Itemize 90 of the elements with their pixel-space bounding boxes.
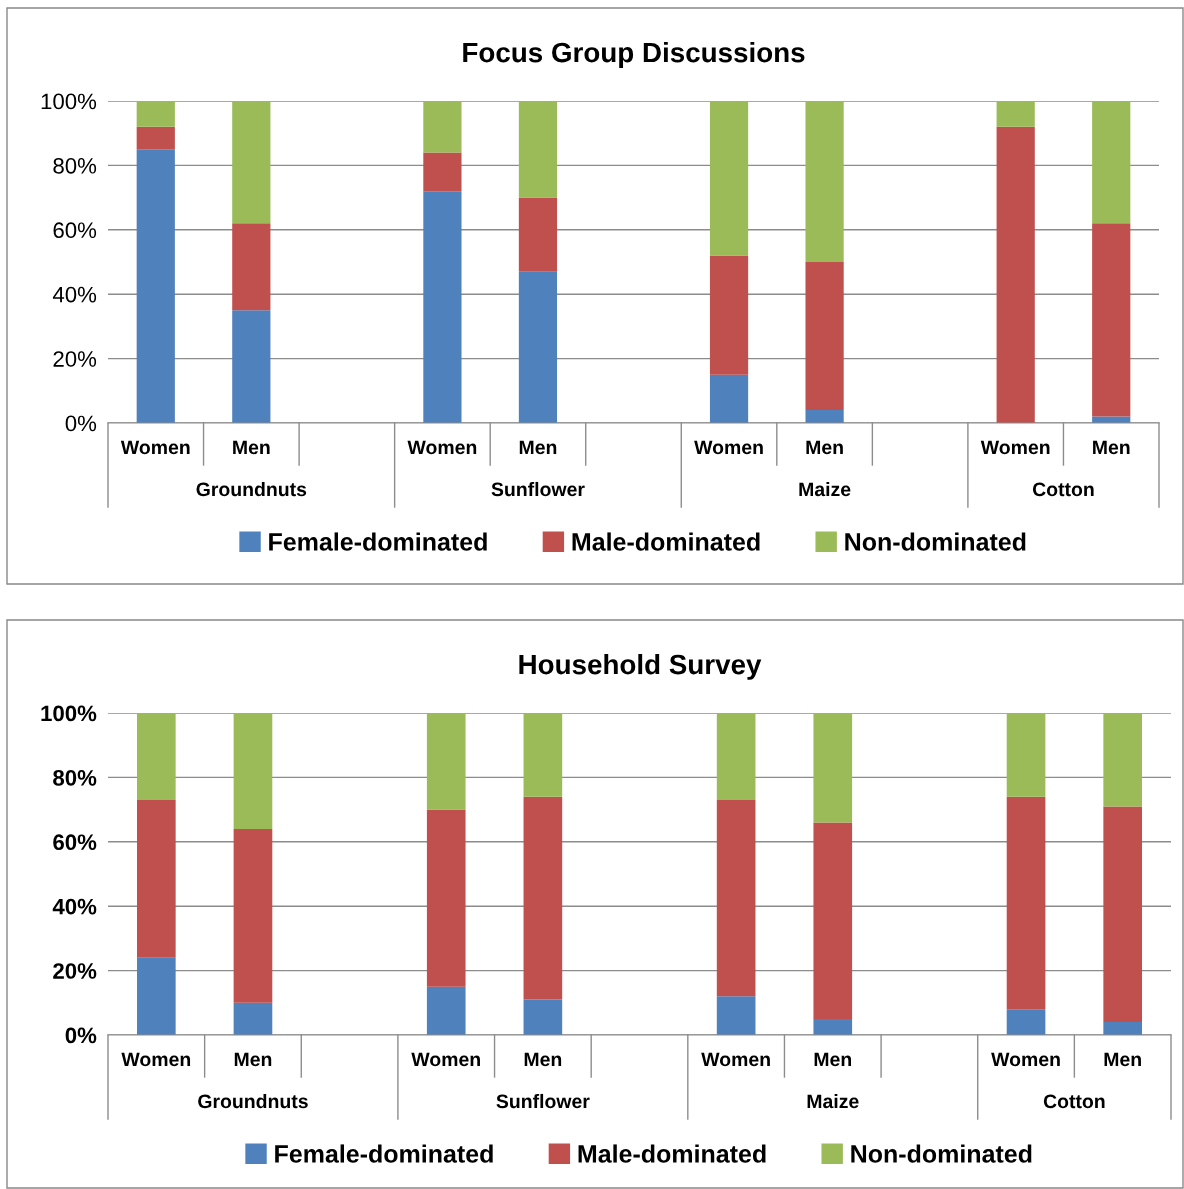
x-tick-label: Men (519, 440, 557, 455)
bar (1092, 223, 1131, 417)
bar (805, 262, 844, 411)
legend-label: Female-dominated (275, 1144, 493, 1163)
bar (233, 1002, 273, 1035)
bar (813, 822, 853, 1019)
bar (1103, 806, 1143, 1023)
bar (423, 152, 462, 192)
bar (996, 126, 1035, 423)
bar (523, 796, 563, 1000)
text: Groundnuts (196, 481, 307, 497)
text: Maize (807, 1093, 859, 1109)
x-tick-label: Men (1093, 440, 1130, 455)
bar (996, 101, 1035, 127)
bar (426, 809, 466, 987)
text: Sunflower (496, 1093, 590, 1109)
bar (136, 713, 176, 800)
legend-label: Male-dominated (578, 1144, 766, 1163)
text: Sunflower (491, 481, 585, 497)
bar (518, 197, 558, 272)
x-tick-label: Men (1104, 1052, 1141, 1067)
x-tick-label: Women (701, 1052, 770, 1067)
bar (426, 713, 466, 810)
bar (232, 223, 271, 311)
bar (1103, 1022, 1143, 1035)
legend-label: Female-dominated (269, 532, 487, 551)
bar (518, 101, 558, 198)
x-tick-label: Men (233, 440, 270, 455)
bar (1092, 101, 1131, 224)
bar (136, 799, 176, 958)
chart-title: Household Survey (519, 653, 762, 680)
bar (426, 986, 466, 1035)
bar (1103, 713, 1143, 807)
bar (1006, 1009, 1046, 1035)
y-tick-label: 20% (53, 963, 97, 979)
y-tick-label: 0% (65, 415, 97, 432)
x-tick-label: Men (806, 440, 843, 455)
bar (716, 996, 756, 1035)
y-tick-label: 40% (52, 286, 97, 303)
x-tick-label: Men (234, 1052, 272, 1067)
bar (233, 828, 273, 1003)
bar (709, 101, 749, 256)
y-tick-label: 20% (53, 351, 97, 367)
x-tick-label: Women (120, 440, 190, 455)
y-tick-label: 0% (65, 1027, 97, 1044)
bar (136, 101, 175, 127)
x-tick-label: Men (524, 1052, 562, 1067)
legend-label: Non-dominated (851, 1144, 1032, 1163)
bar (232, 101, 271, 224)
x-tick-label: Women (411, 1052, 480, 1067)
bar (518, 271, 558, 423)
y-tick-label: 40% (52, 898, 97, 915)
y-tick-label: 80% (53, 157, 97, 174)
bar (709, 374, 749, 423)
bar (709, 255, 749, 375)
bar (523, 713, 563, 797)
x-tick-label: Men (814, 1052, 852, 1067)
x-tick-label: Women (407, 440, 477, 455)
x-tick-label: Women (121, 1052, 191, 1067)
legend-label: Non-dominated (845, 532, 1026, 551)
bar (136, 126, 175, 150)
bar (805, 101, 844, 262)
bar (813, 713, 853, 823)
text: Cotton (1032, 482, 1094, 497)
bar (136, 149, 175, 423)
bar (805, 410, 844, 423)
y-tick-label: 60% (53, 222, 97, 239)
text: Maize (799, 481, 851, 497)
x-tick-label: Women (694, 440, 763, 455)
bar (523, 999, 563, 1035)
bar (136, 957, 176, 1035)
bar (1006, 713, 1046, 797)
chart-title: Focus Group Discussions (463, 41, 805, 68)
bar (423, 101, 462, 153)
y-tick-label: 100% (41, 93, 97, 110)
y-tick-label: 60% (53, 834, 97, 851)
legend-label: Male-dominated (572, 532, 760, 551)
bar (423, 191, 462, 423)
y-tick-label: 100% (41, 705, 97, 722)
bar (716, 799, 756, 997)
x-tick-label: Women (980, 440, 1050, 455)
text: Groundnuts (198, 1093, 308, 1109)
text: Cotton (1043, 1094, 1105, 1109)
bar (232, 310, 271, 423)
bar (233, 713, 273, 829)
bar (1006, 796, 1046, 1010)
bar (813, 1018, 853, 1035)
x-tick-label: Women (991, 1052, 1060, 1067)
bar (716, 713, 756, 800)
y-tick-label: 80% (53, 769, 97, 786)
